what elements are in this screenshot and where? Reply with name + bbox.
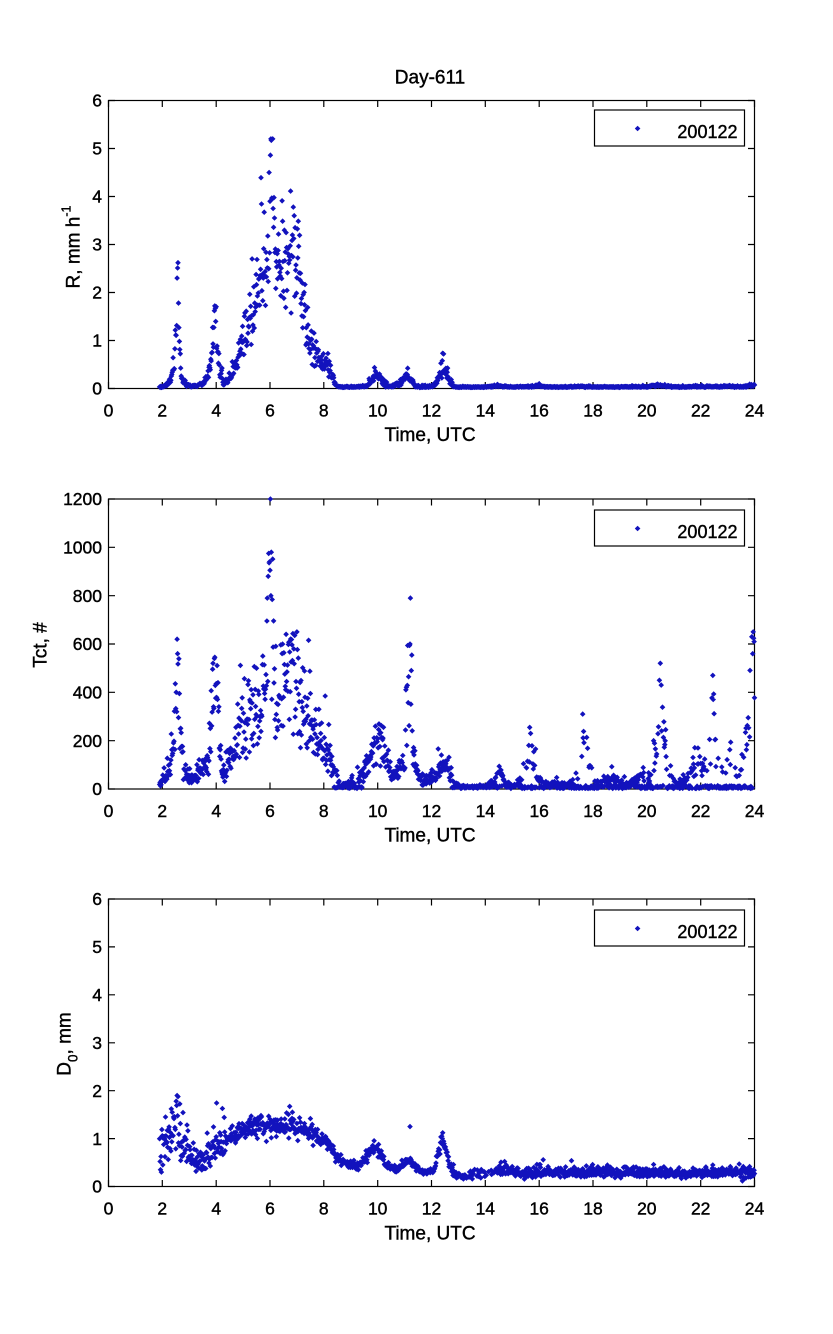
svg-text:20: 20 [637, 801, 657, 821]
svg-text:18: 18 [583, 401, 602, 421]
svg-text:18: 18 [583, 1199, 602, 1219]
svg-text:200122: 200122 [677, 122, 737, 142]
svg-text:22: 22 [691, 401, 710, 421]
svg-text:600: 600 [73, 634, 102, 654]
svg-text:2: 2 [157, 801, 167, 821]
svg-text:Tct, #: Tct, # [31, 622, 52, 668]
svg-text:14: 14 [476, 401, 496, 421]
svg-text:1000: 1000 [63, 538, 102, 558]
svg-text:10: 10 [368, 801, 388, 821]
svg-text:4: 4 [92, 985, 102, 1005]
svg-text:6: 6 [92, 889, 102, 909]
svg-text:2: 2 [157, 1199, 167, 1219]
svg-text:2: 2 [92, 283, 102, 303]
svg-text:R, mm h-1: R, mm h-1 [60, 206, 85, 289]
svg-text:800: 800 [73, 586, 102, 606]
svg-text:24: 24 [745, 801, 765, 821]
svg-text:16: 16 [529, 801, 548, 821]
svg-text:200: 200 [73, 731, 102, 751]
svg-text:3: 3 [92, 1033, 102, 1053]
svg-text:12: 12 [422, 1199, 441, 1219]
svg-text:3: 3 [92, 235, 102, 255]
svg-text:6: 6 [265, 801, 275, 821]
svg-text:0: 0 [92, 379, 102, 399]
svg-text:10: 10 [368, 401, 388, 421]
svg-text:12: 12 [422, 801, 441, 821]
svg-text:20: 20 [637, 1199, 657, 1219]
svg-text:Time, UTC: Time, UTC [384, 425, 475, 446]
svg-text:8: 8 [319, 801, 329, 821]
svg-text:18: 18 [583, 801, 602, 821]
svg-text:16: 16 [529, 401, 548, 421]
svg-text:22: 22 [691, 801, 710, 821]
svg-text:1: 1 [92, 331, 102, 351]
svg-text:0: 0 [104, 1199, 114, 1219]
svg-text:1200: 1200 [63, 489, 102, 509]
svg-text:4: 4 [211, 801, 221, 821]
svg-text:Time, UTC: Time, UTC [384, 826, 475, 847]
svg-text:12: 12 [422, 401, 441, 421]
svg-text:24: 24 [745, 401, 765, 421]
svg-text:6: 6 [265, 1199, 275, 1219]
svg-text:6: 6 [265, 401, 275, 421]
svg-text:Time, UTC: Time, UTC [384, 1224, 475, 1245]
svg-text:14: 14 [476, 801, 496, 821]
svg-text:0: 0 [104, 801, 114, 821]
svg-text:5: 5 [92, 139, 102, 159]
svg-text:8: 8 [319, 401, 329, 421]
svg-text:200122: 200122 [677, 522, 737, 542]
svg-text:20: 20 [637, 401, 657, 421]
svg-text:24: 24 [745, 1199, 765, 1219]
svg-text:6: 6 [92, 91, 102, 111]
svg-text:0: 0 [104, 401, 114, 421]
svg-text:8: 8 [319, 1199, 329, 1219]
svg-text:Day-611: Day-611 [395, 68, 465, 89]
svg-text:14: 14 [476, 1199, 496, 1219]
svg-text:0: 0 [92, 779, 102, 799]
svg-text:10: 10 [368, 1199, 388, 1219]
svg-text:22: 22 [691, 1199, 710, 1219]
svg-text:4: 4 [92, 187, 102, 207]
svg-text:400: 400 [73, 683, 102, 703]
svg-text:200122: 200122 [677, 922, 737, 942]
svg-text:0: 0 [92, 1177, 102, 1197]
svg-text:2: 2 [157, 401, 167, 421]
svg-text:4: 4 [211, 401, 221, 421]
svg-text:4: 4 [211, 1199, 221, 1219]
svg-text:1: 1 [92, 1129, 102, 1149]
svg-text:16: 16 [529, 1199, 548, 1219]
svg-text:2: 2 [92, 1081, 102, 1101]
svg-text:5: 5 [92, 937, 102, 957]
